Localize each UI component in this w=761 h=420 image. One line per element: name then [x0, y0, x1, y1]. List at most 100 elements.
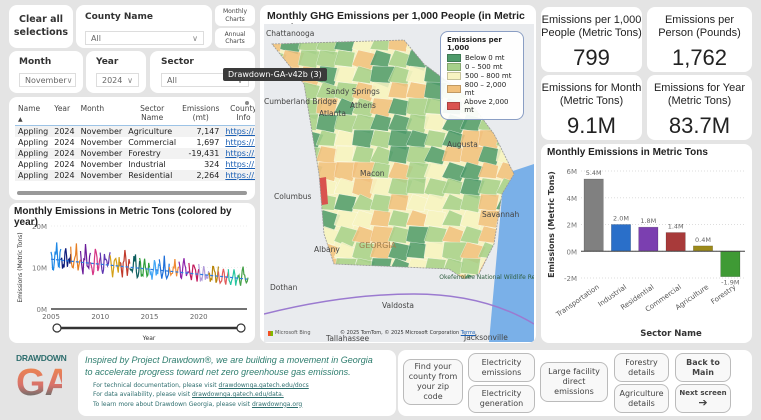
county-shape[interactable] — [387, 145, 411, 165]
county-shape[interactable] — [387, 193, 409, 211]
county-shape[interactable] — [387, 225, 410, 244]
agriculture-details-button[interactable]: Agriculture details — [614, 384, 669, 413]
county-shape[interactable] — [387, 209, 410, 228]
county-info-link[interactable]: https://... — [225, 138, 255, 147]
data-label: 0.4M — [695, 236, 711, 244]
table-cell: November — [80, 160, 123, 169]
bar-residential[interactable] — [638, 226, 659, 252]
year-select[interactable]: 2024 ∨ — [96, 73, 139, 87]
county-shape[interactable] — [405, 209, 427, 227]
county-info-link[interactable]: https://... — [222, 170, 255, 181]
county-shape[interactable] — [459, 257, 481, 275]
county-shape[interactable] — [405, 241, 427, 259]
georgia-map[interactable]: Chattanooga Sandy Springs Athens Atlanta Aug… — [264, 24, 534, 342]
county-shape[interactable] — [441, 193, 463, 211]
county-shape[interactable] — [477, 193, 500, 212]
map-terms-link[interactable]: Terms — [460, 330, 476, 336]
table-cell: 324 — [204, 160, 220, 169]
county-shape[interactable] — [369, 161, 391, 179]
bar-forestry[interactable] — [720, 250, 741, 277]
electricity-generation-button[interactable]: Electricity generation — [468, 385, 535, 413]
next-screen-button[interactable]: Next screen ➔ — [675, 384, 731, 413]
table-row[interactable]: Appling 2024 November Industrial 324 https://… — [15, 159, 255, 170]
series-year-2016 — [158, 255, 170, 281]
monthly-charts-button[interactable]: Monthly Charts — [215, 5, 255, 26]
col-name[interactable]: Name ▲ — [15, 104, 51, 126]
county-shape[interactable] — [369, 129, 393, 149]
county-shape[interactable] — [405, 177, 427, 195]
table-row[interactable]: Appling 2024 November Commercial 1,697 https:… — [15, 137, 255, 148]
month-select[interactable]: November ∨ — [19, 73, 76, 87]
table-row[interactable]: Appling 2024 November Forestry -19,431 https:… — [15, 148, 255, 159]
bar-agriculture[interactable] — [693, 245, 713, 252]
slider-start-handle[interactable] — [52, 323, 62, 333]
county-shape[interactable] — [441, 177, 463, 195]
county-shape[interactable] — [387, 49, 411, 69]
col-emissions[interactable]: Emissions (mt) — [182, 104, 220, 122]
table-cell: Residential — [125, 170, 180, 181]
table-row[interactable]: Appling 2024 November Residential 2,264 https… — [15, 170, 255, 181]
series-year-2018 — [178, 258, 190, 280]
county-shape[interactable] — [369, 34, 391, 51]
county-shape[interactable] — [333, 129, 355, 147]
county-shape[interactable] — [315, 129, 337, 147]
county-shape[interactable] — [477, 161, 499, 179]
county-shape[interactable] — [369, 113, 392, 132]
county-select[interactable]: All ∨ — [85, 31, 204, 45]
county-shape[interactable] — [441, 209, 463, 227]
table-options-icon[interactable] — [245, 101, 249, 105]
large-facility-button[interactable]: Large facility direct emissions — [540, 362, 608, 402]
electricity-emissions-button[interactable]: Electricity emissions — [468, 353, 535, 382]
county-shape[interactable] — [477, 209, 501, 229]
docs-link[interactable]: drawdownga.gatech.edu/docs — [218, 382, 309, 389]
bar-commercial[interactable] — [665, 232, 686, 252]
county-shape[interactable] — [387, 34, 411, 53]
forestry-details-button[interactable]: Forestry details — [614, 353, 669, 382]
data-link[interactable]: drawdownga.gatech.edu/data. — [192, 391, 284, 399]
clear-selections-button[interactable]: Clear all selections — [9, 5, 73, 48]
kpi-per-1000: Emissions per 1,000 People (Metric Tons)… — [541, 7, 642, 72]
slider-end-handle[interactable] — [236, 323, 246, 333]
county-shape[interactable] — [423, 129, 446, 148]
data-label: 2.0M — [613, 215, 629, 223]
table-row[interactable]: Appling 2024 November Agriculture 7,147 https… — [15, 125, 255, 137]
county-shape[interactable] — [351, 193, 373, 211]
county-shape[interactable] — [459, 225, 483, 245]
county-shape[interactable] — [387, 97, 410, 116]
bar-transportation[interactable] — [583, 178, 604, 252]
county-shape[interactable] — [495, 161, 520, 183]
county-shape[interactable] — [387, 81, 409, 99]
table-horizontal-scrollbar[interactable] — [17, 191, 247, 195]
bar-industrial[interactable] — [611, 224, 631, 252]
col-sector[interactable]: Sector Name — [140, 104, 165, 122]
county-info-link[interactable]: https://... — [222, 125, 255, 137]
county-shape[interactable] — [351, 65, 374, 84]
county-shape[interactable] — [405, 65, 429, 85]
county-shape[interactable] — [333, 49, 356, 68]
county-shape[interactable] — [315, 113, 339, 133]
annual-charts-button[interactable]: Annual Charts — [215, 28, 255, 48]
county-shape[interactable] — [441, 273, 467, 294]
col-year[interactable]: Year — [54, 104, 71, 113]
county-shape[interactable] — [333, 34, 356, 52]
x-tick-label: 2020 — [190, 313, 208, 321]
find-county-zip-button[interactable]: Find your county from your zip code — [403, 359, 463, 405]
col-month[interactable]: Month — [80, 104, 105, 113]
back-to-main-button[interactable]: Back to Main — [675, 353, 731, 382]
legend-item: Above 2,000 mt — [447, 98, 517, 114]
county-shape[interactable] — [423, 113, 446, 132]
county-shape[interactable] — [423, 209, 446, 228]
county-shape[interactable] — [441, 145, 463, 163]
county-shape[interactable] — [369, 209, 391, 227]
county-filter: County Name All ∨ — [76, 5, 212, 48]
col-county-info[interactable]: County Info — [230, 104, 255, 122]
county-shape[interactable] — [351, 129, 375, 149]
county-shape[interactable] — [333, 145, 355, 163]
county-info-link[interactable]: https://... — [225, 160, 255, 169]
county-shape[interactable] — [387, 241, 412, 262]
county-info-link[interactable]: https://... — [222, 148, 255, 159]
county-shape[interactable] — [405, 193, 429, 213]
county-shape[interactable] — [351, 209, 376, 230]
city-label: Tallahassee — [325, 334, 369, 342]
drawdownga-link[interactable]: drawdownga.org — [251, 400, 303, 408]
